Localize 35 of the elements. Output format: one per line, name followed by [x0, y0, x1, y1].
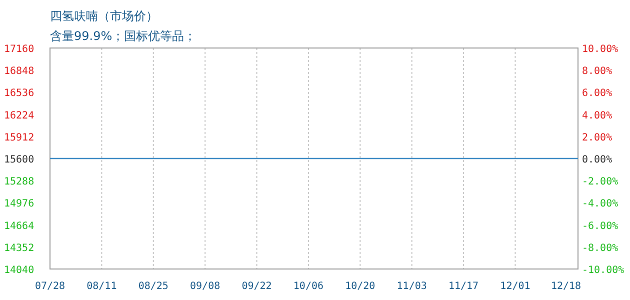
y2-tick-label: -8.00%	[582, 242, 618, 254]
y-tick-label: 14664	[4, 220, 34, 232]
x-tick-label: 10/20	[345, 281, 376, 292]
y2-tick-label: 0.00%	[582, 154, 612, 166]
x-tick-label: 09/22	[242, 281, 272, 292]
x-tick-label: 11/03	[396, 281, 427, 292]
x-tick-label: 10/06	[293, 281, 324, 292]
y2-tick-label: 6.00%	[582, 88, 612, 100]
y2-tick-label: -4.00%	[582, 198, 618, 210]
y2-tick-label: 8.00%	[582, 66, 612, 78]
y2-tick-label: -6.00%	[582, 220, 618, 232]
x-tick-label: 08/11	[86, 281, 117, 292]
y2-tick-label: 4.00%	[582, 110, 612, 122]
x-tick-label: 09/08	[190, 281, 220, 292]
x-tick-label: 08/25	[138, 281, 168, 292]
chart-title: 四氢呋喃（市场价）	[50, 9, 158, 23]
x-tick-label: 12/18	[550, 281, 582, 292]
x-tick-label: 07/28	[34, 281, 66, 292]
y-tick-label: 14976	[4, 198, 34, 210]
chart-subtitle: 含量99.9%；国标优等品；	[50, 29, 196, 43]
y2-tick-label: 10.00%	[582, 44, 618, 55]
y-tick-label: 14352	[4, 242, 34, 254]
y-tick-label: 16536	[4, 88, 34, 100]
y-tick-label: 17160	[4, 44, 34, 55]
y2-tick-label: -2.00%	[582, 176, 618, 188]
y-tick-label: 16848	[4, 66, 34, 78]
y-tick-label: 15912	[4, 132, 34, 144]
y-tick-label: 14040	[4, 265, 34, 276]
y-tick-label: 16224	[4, 110, 34, 122]
y2-tick-label: 2.00%	[582, 132, 612, 144]
x-tick-label: 12/01	[500, 281, 530, 292]
y-tick-label: 15288	[4, 176, 34, 188]
x-tick-label: 11/17	[448, 281, 479, 292]
y2-tick-label: -10.00%	[582, 265, 624, 276]
y-tick-label: 15600	[4, 154, 34, 166]
